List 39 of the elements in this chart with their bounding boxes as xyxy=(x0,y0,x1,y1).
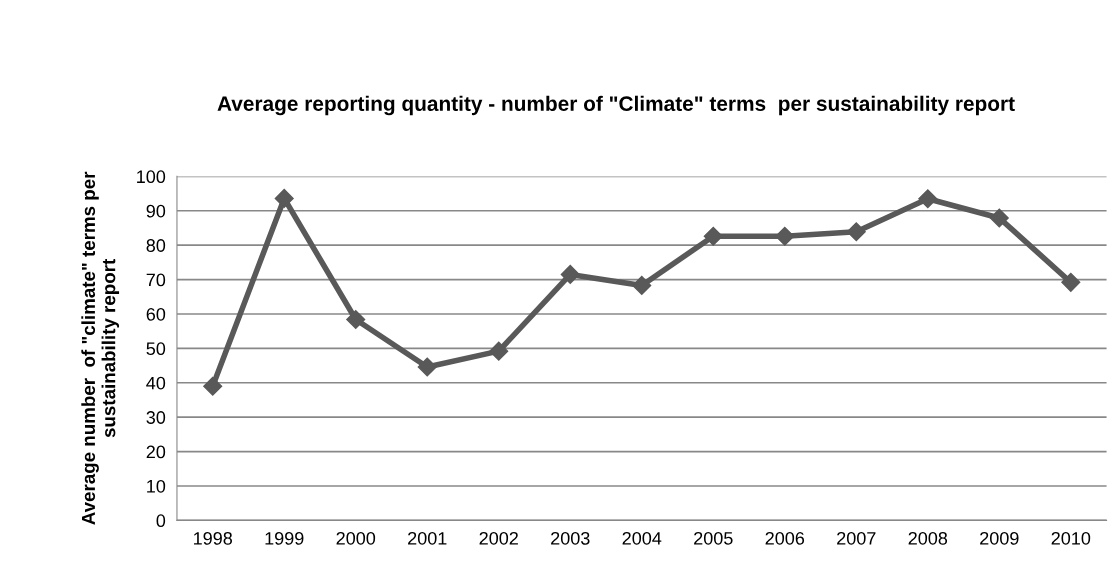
point xyxy=(989,208,1009,228)
y-tick-label: 10 xyxy=(147,479,166,493)
point xyxy=(632,275,652,295)
y-tick-label: 30 xyxy=(146,411,166,424)
x-tick-label: 2002 xyxy=(479,531,518,545)
x-tick-label: 2007 xyxy=(837,531,876,545)
point xyxy=(274,188,294,208)
y-axis-title: Average number of "climate" terms per sustainability report xyxy=(81,171,120,525)
x-tick-label: 2003 xyxy=(551,531,590,545)
chart-title: Average reporting quantity - number of "Climate" terms per sustainability report xyxy=(217,95,1015,116)
x-tick-label: 2004 xyxy=(622,531,662,545)
y-tick-label: 70 xyxy=(146,273,166,287)
x-tick-label: 2001 xyxy=(408,531,447,545)
point xyxy=(703,226,723,246)
point xyxy=(560,264,580,284)
y-tick-label: 60 xyxy=(146,307,166,321)
x-tick-label: 2009 xyxy=(980,531,1019,545)
x-tick-label: 1999 xyxy=(265,531,304,545)
point xyxy=(346,309,366,330)
x-tick-label: 2008 xyxy=(908,531,948,545)
x-tick-label: 2006 xyxy=(765,531,805,545)
x-tick-label: 2005 xyxy=(694,531,733,545)
y-tick-label: 0 xyxy=(156,514,166,528)
point xyxy=(918,189,938,209)
point xyxy=(203,376,223,396)
x-tick-label: 2000 xyxy=(336,531,376,545)
point xyxy=(1061,272,1081,292)
point xyxy=(846,222,866,242)
x-tick-label: 1998 xyxy=(194,531,233,545)
y-tick-label: 100 xyxy=(137,170,166,184)
y-tick-label: 40 xyxy=(146,376,166,390)
y-tick-label: 90 xyxy=(146,204,166,218)
point xyxy=(775,226,795,246)
point xyxy=(417,357,437,377)
y-tick-label: 20 xyxy=(146,445,166,459)
point xyxy=(489,341,509,361)
y-tick-label: 50 xyxy=(146,342,166,356)
x-tick-label: 2010 xyxy=(1051,531,1091,545)
y-tick-label: 80 xyxy=(146,239,166,252)
